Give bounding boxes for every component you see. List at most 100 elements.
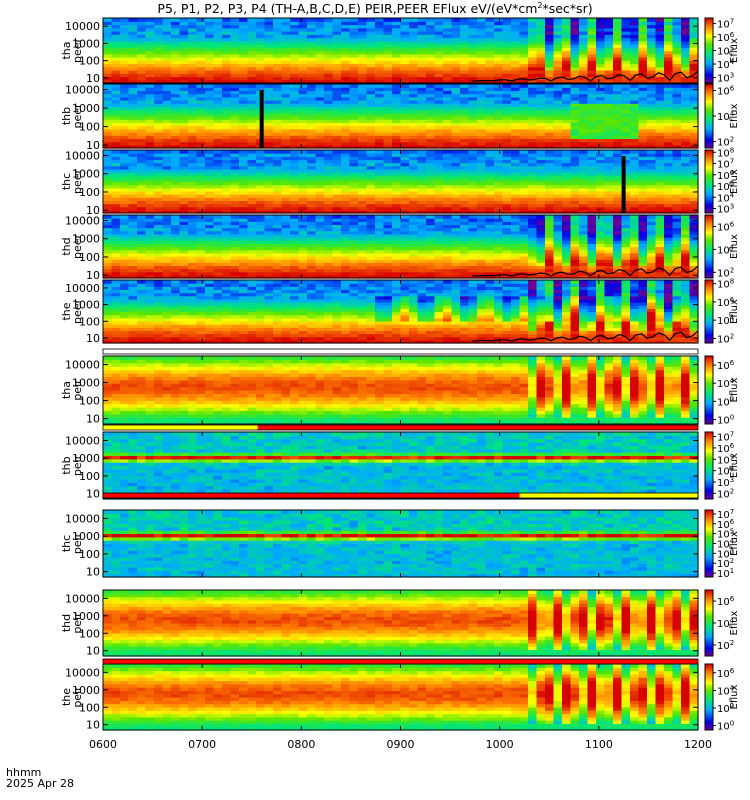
colorbar <box>704 431 714 500</box>
colorbar-tick-label: 106 <box>717 84 735 97</box>
panel-label: peir <box>71 454 84 476</box>
y-tick-label: 10 <box>86 645 100 658</box>
colorbar-tick-label: 106 <box>717 220 735 233</box>
spectrogram-panel-8: 10100100010000thcpeir1011021031041051061… <box>60 508 740 580</box>
colorbar-label: Eflux <box>729 531 740 556</box>
panel-label: tha <box>60 381 73 399</box>
colorbar-label: Eflux <box>729 684 740 709</box>
y-tick-label: 100 <box>79 470 100 483</box>
x-tick-label: 0800 <box>287 738 315 751</box>
colorbar-tick-label: 100 <box>717 720 734 733</box>
colorbar-tick-label: 103 <box>717 72 734 85</box>
y-tick-label: 10 <box>86 488 100 501</box>
y-tick-label: 1000 <box>72 452 100 465</box>
y-tick-label: 10 <box>86 566 100 579</box>
potential-trace <box>471 265 699 277</box>
panel-label: peir <box>71 379 84 401</box>
mode-bar <box>102 492 699 499</box>
colorbar <box>704 589 714 657</box>
date-label: 2025 Apr 28 <box>6 777 75 790</box>
y-tick-label: 10000 <box>65 149 100 162</box>
panel-label: thb <box>60 456 73 474</box>
mode-bar <box>102 658 699 665</box>
y-tick-label: 100 <box>79 251 100 264</box>
spectrogram-panel-3: 10100100010000thcpeer103104105106107108E… <box>60 146 740 217</box>
colorbar-tick-label: 100 <box>717 413 734 426</box>
y-tick-label: 10 <box>86 204 100 217</box>
colorbar-label: Eflux <box>729 299 740 324</box>
colorbar-label: Eflux <box>729 169 740 194</box>
colorbar-label: Eflux <box>729 38 740 63</box>
y-tick-label: 1000 <box>72 684 100 697</box>
y-tick-label: 10000 <box>65 20 100 33</box>
y-tick-label: 10000 <box>65 434 100 447</box>
x-tick-label: 0700 <box>188 738 216 751</box>
y-tick-label: 100 <box>79 627 100 640</box>
colorbar-tick-label: 102 <box>717 332 734 345</box>
y-tick-label: 1000 <box>72 37 100 50</box>
colorbar-tick-label: 107 <box>717 17 734 30</box>
y-tick-label: 10000 <box>65 84 100 97</box>
y-tick-label: 10 <box>86 139 100 152</box>
colorbar-label: Eflux <box>729 234 740 259</box>
y-tick-label: 10 <box>86 332 100 345</box>
colorbar <box>704 663 714 731</box>
panel-label: tha <box>60 41 73 59</box>
x-tick-label: 1000 <box>486 738 514 751</box>
y-tick-label: 1000 <box>72 377 100 390</box>
x-tick-label: 0600 <box>89 738 117 751</box>
panel-label: peir <box>71 612 84 634</box>
y-tick-label: 100 <box>79 548 100 561</box>
potential-trace <box>471 70 699 82</box>
panel-label: peer <box>71 169 84 195</box>
colorbar-tick-label: 106 <box>717 359 735 372</box>
y-tick-label: 10 <box>86 719 100 732</box>
panel-label: thd <box>60 237 73 255</box>
colorbar <box>704 279 714 344</box>
colorbar <box>704 214 714 279</box>
mode-bar <box>102 424 699 431</box>
panel-label: peir <box>71 686 84 708</box>
colorbar <box>704 83 714 149</box>
y-tick-label: 100 <box>79 701 100 714</box>
y-tick-label: 10 <box>86 72 100 85</box>
spectrogram-panel-1: 10100100010000thapeer103104105106107Eflu… <box>60 17 740 84</box>
spectrogram-panel-7: 10100100010000thbpeir102103104105106107E… <box>60 431 740 501</box>
colorbar <box>704 355 714 425</box>
colorbar <box>704 509 714 578</box>
y-tick-label: 10000 <box>65 592 100 605</box>
panel-label: thc <box>60 173 73 190</box>
y-tick-label: 1000 <box>72 102 100 115</box>
colorbar <box>704 17 714 84</box>
panel-label: thc <box>60 535 73 552</box>
y-tick-label: 10000 <box>65 512 100 525</box>
mode-bar <box>102 348 699 355</box>
chart-title: P5, P1, P2, P3, P4 (TH-A,B,C,D,E) PEIR,P… <box>157 1 593 17</box>
y-tick-label: 1000 <box>72 233 100 246</box>
colorbar-tick-label: 108 <box>717 278 734 291</box>
y-tick-label: 100 <box>79 315 100 328</box>
colorbar-label: Eflux <box>729 453 740 478</box>
y-tick-label: 100 <box>79 55 100 68</box>
y-tick-label: 10 <box>86 413 100 426</box>
colorbar-tick-label: 106 <box>717 667 735 680</box>
y-tick-label: 10000 <box>65 359 100 372</box>
panel-label: the <box>60 688 73 706</box>
colorbar-label: Eflux <box>729 103 740 128</box>
colorbar-label: Eflux <box>729 610 740 635</box>
panel-label: the <box>60 302 73 320</box>
y-tick-label: 1000 <box>72 299 100 312</box>
panel-label: peer <box>71 103 84 129</box>
potential-trace <box>471 330 699 342</box>
colorbar-tick-label: 106 <box>717 595 735 608</box>
y-tick-label: 100 <box>79 121 100 134</box>
colorbar <box>704 149 714 214</box>
colorbar-tick-label: 103 <box>717 203 734 216</box>
panel-label: peer <box>71 299 84 325</box>
x-tick-label: 1100 <box>585 738 613 751</box>
